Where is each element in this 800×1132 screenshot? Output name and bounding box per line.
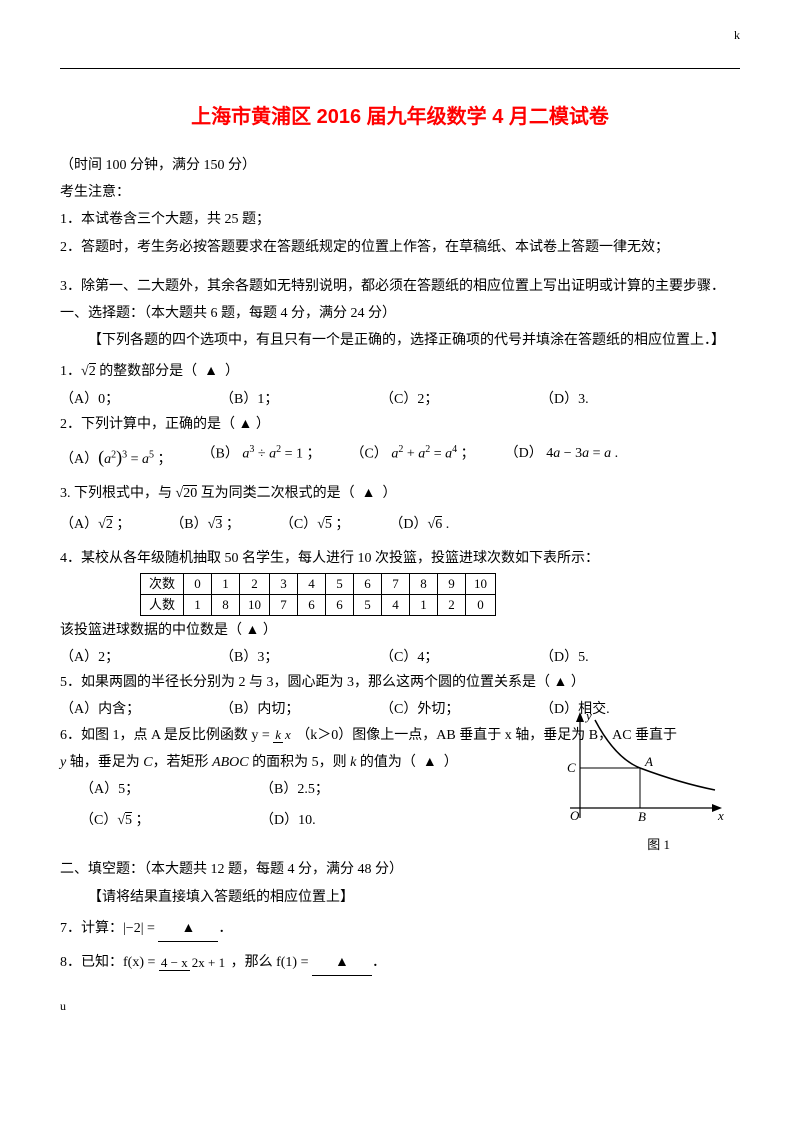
section1-instr: 【下列各题的四个选项中，有且只有一个是正确的，选择正确项的代号并填涂在答题纸的相…	[60, 328, 740, 353]
figure-1: y x O A B C	[560, 703, 730, 843]
q6-b: （B）2.5；	[260, 777, 329, 802]
page-title: 上海市黄浦区 2016 届九年级数学 4 月二模试卷	[60, 99, 740, 135]
q6-c: （C）√5 ；	[80, 808, 220, 833]
q6-opts-row2: （C）√5 ； （D）10.	[80, 808, 480, 833]
svg-text:A: A	[644, 754, 653, 769]
table-row: 次数 0 1 2 3 4 5 6 7 8 9 10	[141, 573, 496, 594]
svg-text:O: O	[570, 808, 580, 823]
q8: 8．已知：f(x) = 4 − x2x + 1 ，那么 f(1) = ▲．	[60, 950, 740, 976]
q2-opts: （A）(a2)3 = a5 ； （B） a3 ÷ a2 = 1 ； （C） a2…	[60, 441, 740, 473]
blank: ▲	[158, 916, 218, 942]
q4-c: （C）4；	[380, 645, 500, 670]
q1-a: （A）0；	[60, 387, 180, 412]
blank: ▲	[312, 950, 372, 976]
cell: 6	[326, 594, 354, 615]
top-rule	[60, 68, 740, 69]
svg-text:C: C	[567, 760, 576, 775]
q3-d: （D）√6 .	[389, 512, 449, 537]
q6-a: （A）5；	[80, 777, 220, 802]
cell: 1	[410, 594, 438, 615]
q5-a: （A）内含；	[60, 697, 180, 722]
q3-a: （A）√2 ；	[60, 512, 130, 537]
section1-head: 一、选择题：（本大题共 6 题，每题 4 分，满分 24 分）	[60, 301, 740, 326]
cell: 8	[212, 594, 240, 615]
q2-c: （C） a2 + a2 = a4 ；	[350, 441, 474, 473]
q4-text: 4．某校从各年级随机抽取 50 名学生，每人进行 10 次投篮，投篮进球次数如下…	[60, 546, 740, 571]
svg-text:x: x	[717, 808, 724, 823]
cell: 4	[298, 573, 326, 594]
q4-b: （B）3；	[220, 645, 340, 670]
row2-head: 人数	[141, 594, 184, 615]
q3-text: 3. 下列根式中，与 √20 互为同类二次根式的是（ ▲ ）	[60, 481, 740, 506]
q4-tail: 该投篮进球数据的中位数是（ ▲ ）	[60, 618, 740, 643]
q4-d: （D）5.	[540, 645, 589, 670]
cell: 2	[240, 573, 270, 594]
section2-instr: 【请将结果直接填入答题纸的相应位置上】	[60, 885, 740, 910]
svg-text:y: y	[584, 708, 592, 723]
q4-opts: （A）2； （B）3； （C）4； （D）5.	[60, 645, 740, 670]
q1-opts: （A）0； （B）1； （C）2； （D）3.	[60, 387, 740, 412]
cell: 7	[382, 573, 410, 594]
cell: 0	[184, 573, 212, 594]
q2-a: （A）(a2)3 = a5 ；	[60, 441, 172, 473]
cell: 1	[184, 594, 212, 615]
cell: 8	[410, 573, 438, 594]
cell: 4	[382, 594, 410, 615]
cell: 0	[466, 594, 496, 615]
cell: 5	[354, 594, 382, 615]
q2-b: （B） a3 ÷ a2 = 1 ；	[202, 441, 321, 473]
q3-opts: （A）√2 ； （B）√3 ； （C）√5 ； （D）√6 .	[60, 512, 740, 537]
cell: 1	[212, 573, 240, 594]
notice-1: 1．本试卷含三个大题，共 25 题；	[60, 207, 740, 232]
section2-head: 二、填空题：（本大题共 12 题，每题 4 分，满分 48 分）	[60, 857, 740, 882]
q2-text: 2．下列计算中，正确的是（ ▲ ）	[60, 412, 740, 437]
q5-c: （C）外切；	[380, 697, 500, 722]
notice-2: 2．答题时，考生务必按答题要求在答题纸规定的位置上作答，在草稿纸、本试卷上答题一…	[60, 235, 740, 260]
cell: 2	[438, 594, 466, 615]
header-mark: k	[734, 25, 740, 47]
cell: 10	[240, 594, 270, 615]
q1-d: （D）3.	[540, 387, 589, 412]
notice-3: 3．除第一、二大题外，其余各题如无特别说明，都必须在答题纸的相应位置上写出证明或…	[60, 274, 740, 299]
cell: 9	[438, 573, 466, 594]
figure-1-caption: 图 1	[647, 833, 670, 856]
notice-head: 考生注意：	[60, 180, 740, 205]
q3-b: （B）√3 ；	[170, 512, 240, 537]
q6-opts-row1: （A）5； （B）2.5；	[80, 777, 480, 802]
q7: 7．计算：|−2| = ▲．	[60, 916, 740, 942]
cell: 6	[298, 594, 326, 615]
q4-a: （A）2；	[60, 645, 180, 670]
cell: 7	[270, 594, 298, 615]
q1-c: （C）2；	[380, 387, 500, 412]
cell: 6	[354, 573, 382, 594]
cell: 5	[326, 573, 354, 594]
q6-d: （D）10.	[260, 808, 316, 833]
q4-table: 次数 0 1 2 3 4 5 6 7 8 9 10 人数 1 8 10 7 6 …	[140, 573, 496, 616]
q2-d: （D） 4a − 3a = a .	[505, 441, 618, 473]
q1-text: 1．√2 的整数部分是（ ▲ ）	[60, 359, 740, 384]
svg-text:B: B	[638, 809, 646, 824]
q3-c: （C）√5 ；	[280, 512, 350, 537]
cell: 10	[466, 573, 496, 594]
cell: 3	[270, 573, 298, 594]
exam-meta: （时间 100 分钟，满分 150 分）	[60, 153, 740, 178]
q5-b: （B）内切；	[220, 697, 340, 722]
row1-head: 次数	[141, 573, 184, 594]
table-row: 人数 1 8 10 7 6 6 5 4 1 2 0	[141, 594, 496, 615]
q5-text: 5．如果两圆的半径长分别为 2 与 3，圆心距为 3，那么这两个圆的位置关系是（…	[60, 670, 740, 695]
q1-b: （B）1；	[220, 387, 340, 412]
footer-mark: u	[60, 996, 740, 1018]
